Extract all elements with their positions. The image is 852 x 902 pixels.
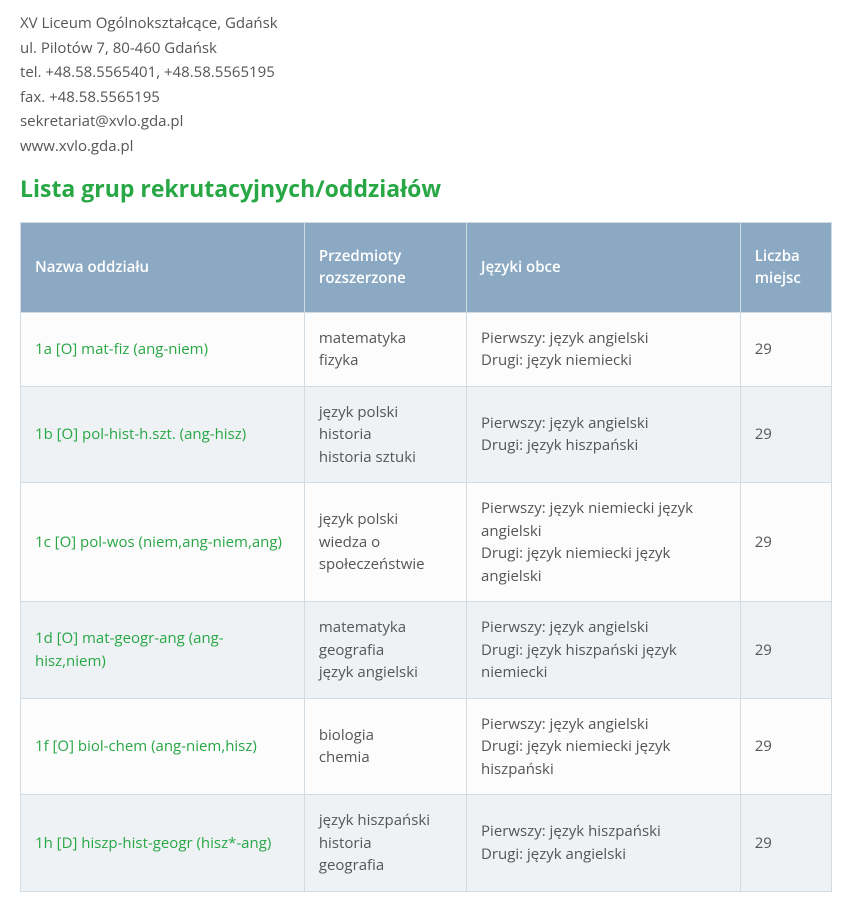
cell-languages: Pierwszy: język angielskiDrugi: język ni… <box>467 698 741 795</box>
cell-name: 1h [D] hiszp-hist-geogr (hisz*-ang) <box>21 795 305 892</box>
col-header-languages: Języki obce <box>467 222 741 312</box>
cell-name: 1d [O] mat-geogr-ang (ang-hisz,niem) <box>21 602 305 699</box>
class-link[interactable]: 1b [O] pol-hist-h.szt. (ang-hisz) <box>35 424 246 444</box>
col-header-name: Nazwa oddziału <box>21 222 305 312</box>
class-link[interactable]: 1h [D] hiszp-hist-geogr (hisz*-ang) <box>35 833 271 853</box>
school-name: XV Liceum Ogólnokształcące, Gdańsk <box>20 12 832 35</box>
cell-languages: Pierwszy: język angielskiDrugi: język ni… <box>467 312 741 386</box>
cell-subjects: język polskihistoriahistoria sztuki <box>304 386 466 483</box>
cell-languages: Pierwszy: język angielskiDrugi: język hi… <box>467 602 741 699</box>
cell-name: 1c [O] pol-wos (niem,ang-niem,ang) <box>21 483 305 602</box>
cell-name: 1f [O] biol-chem (ang-niem,hisz) <box>21 698 305 795</box>
cell-languages: Pierwszy: język angielskiDrugi: język hi… <box>467 386 741 483</box>
cell-subjects: matematykafizyka <box>304 312 466 386</box>
table-row: 1a [O] mat-fiz (ang-niem) matematykafizyk… <box>21 312 832 386</box>
school-fax: fax. +48.58.5565195 <box>20 86 832 109</box>
col-header-seats: Liczba miejsc <box>740 222 831 312</box>
table-row: 1f [O] biol-chem (ang-niem,hisz) biologia… <box>21 698 832 795</box>
cell-seats: 29 <box>740 312 831 386</box>
cell-subjects: język hiszpańskihistoriageografia <box>304 795 466 892</box>
cell-seats: 29 <box>740 483 831 602</box>
class-link[interactable]: 1a [O] mat-fiz (ang-niem) <box>35 339 208 359</box>
cell-languages: Pierwszy: język niemiecki język angielsk… <box>467 483 741 602</box>
cell-name: 1a [O] mat-fiz (ang-niem) <box>21 312 305 386</box>
cell-subjects: biologiachemia <box>304 698 466 795</box>
school-www: www.xvlo.gda.pl <box>20 135 832 158</box>
table-header-row: Nazwa oddziału Przedmioty rozszerzone Ję… <box>21 222 832 312</box>
cell-seats: 29 <box>740 602 831 699</box>
table-row: 1c [O] pol-wos (niem,ang-niem,ang) język … <box>21 483 832 602</box>
school-phone: tel. +48.58.5565401, +48.58.5565195 <box>20 61 832 84</box>
table-row: 1d [O] mat-geogr-ang (ang-hisz,niem) mate… <box>21 602 832 699</box>
cell-seats: 29 <box>740 795 831 892</box>
school-info: XV Liceum Ogólnokształcące, Gdańsk ul. P… <box>20 12 832 157</box>
cell-subjects: język polskiwiedza o społeczeństwie <box>304 483 466 602</box>
table-row: 1b [O] pol-hist-h.szt. (ang-hisz) język p… <box>21 386 832 483</box>
class-link[interactable]: 1d [O] mat-geogr-ang (ang-hisz,niem) <box>35 628 224 671</box>
table-row: 1h [D] hiszp-hist-geogr (hisz*-ang) język… <box>21 795 832 892</box>
cell-seats: 29 <box>740 386 831 483</box>
school-email: sekretariat@xvlo.gda.pl <box>20 110 832 133</box>
class-link[interactable]: 1c [O] pol-wos (niem,ang-niem,ang) <box>35 532 282 552</box>
cell-languages: Pierwszy: język hiszpańskiDrugi: język a… <box>467 795 741 892</box>
col-header-subjects: Przedmioty rozszerzone <box>304 222 466 312</box>
class-link[interactable]: 1f [O] biol-chem (ang-niem,hisz) <box>35 736 257 756</box>
school-address: ul. Pilotów 7, 80-460 Gdańsk <box>20 37 832 60</box>
classes-table: Nazwa oddziału Przedmioty rozszerzone Ję… <box>20 222 832 892</box>
cell-name: 1b [O] pol-hist-h.szt. (ang-hisz) <box>21 386 305 483</box>
cell-seats: 29 <box>740 698 831 795</box>
page-title: Lista grup rekrutacyjnych/oddziałów <box>20 171 832 206</box>
cell-subjects: matematykageografiajęzyk angielski <box>304 602 466 699</box>
